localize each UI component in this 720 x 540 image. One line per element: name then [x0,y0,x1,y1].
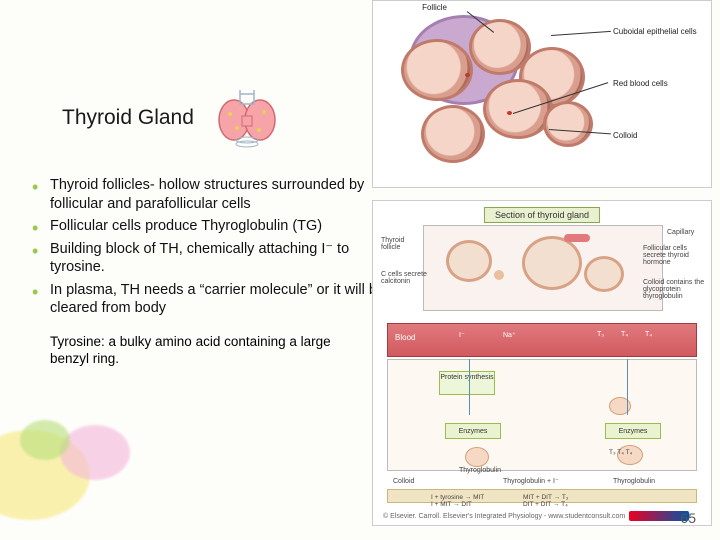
enzyme-box: Enzymes [445,423,501,439]
thyroid-gland-icon [212,88,282,148]
formula-line: I + MIT → DIT [431,501,472,508]
ion-label: T₄ [645,331,652,338]
bullet-list: Thyroid follicles- hollow structures sur… [28,176,388,318]
figure-label: Colloid [393,478,414,485]
ion-label: T₃ [597,331,604,338]
figure-label: C cells secrete calcitonin [381,271,427,285]
figure-label: Blood [395,333,415,342]
slide: Thyroid Gland Thyroid follicles- hollow … [0,0,720,540]
protein-synthesis-box: Protein synthesis [439,371,495,395]
slide-title: Thyroid Gland [62,106,194,130]
enzyme-box: Enzymes [605,423,661,439]
figure-label: Cuboidal epithelial cells [613,27,697,36]
formula-line: MIT + DIT → T₃ [523,494,568,501]
figure-attribution: © Elsevier. Carroll. Elsevier's Integrat… [383,511,689,521]
bullet-item: Building block of TH, chemically attachi… [28,240,388,277]
figure-label: Colloid [613,131,637,140]
figure-panel-title: Section of thyroid gland [484,207,600,223]
ion-label: I⁻ [459,331,465,339]
ion-label: T₄ [621,331,628,338]
footnote: Tyrosine: a bulky amino acid containing … [50,334,370,368]
figure-thyroid-synthesis: Section of thyroid gland Thyroid follicl… [372,200,712,526]
formula-line: I + tyrosine → MIT [431,494,484,501]
figure-follicle-crosssection: Follicle Cuboidal epithelial cells Red b… [372,0,712,188]
figure-label: Colloid contains the glycoprotein thyrog… [643,279,709,300]
figure-label: Red blood cells [613,79,668,88]
figure-label: Follicle [422,3,447,12]
bullet-item: Thyroid follicles- hollow structures sur… [28,176,388,213]
figure-label: Capillary [667,229,694,236]
figure-label: Thyroglobulin [613,478,655,485]
formula-line: DIT + DIT → T₄ [523,501,568,508]
figure-label: Thyroglobulin [459,467,501,474]
vesicle-label: T₃ T₄ T₄ [609,449,632,456]
blood-band [387,323,697,357]
bullet-item: Follicular cells produce Thyroglobulin (… [28,217,388,236]
bullet-item: In plasma, TH needs a “carrier molecule”… [28,281,388,318]
figure-label: Follicular cells secrete thyroid hormone [643,245,709,266]
title-row: Thyroid Gland [62,88,392,148]
figure-label: Thyroid follicle [381,237,423,251]
page-number: 65 [680,510,696,526]
text-column: Thyroid Gland Thyroid follicles- hollow … [22,88,392,368]
figure-label: Thyroglobulin + I⁻ [503,477,559,485]
ion-label: Na⁺ [503,331,516,339]
